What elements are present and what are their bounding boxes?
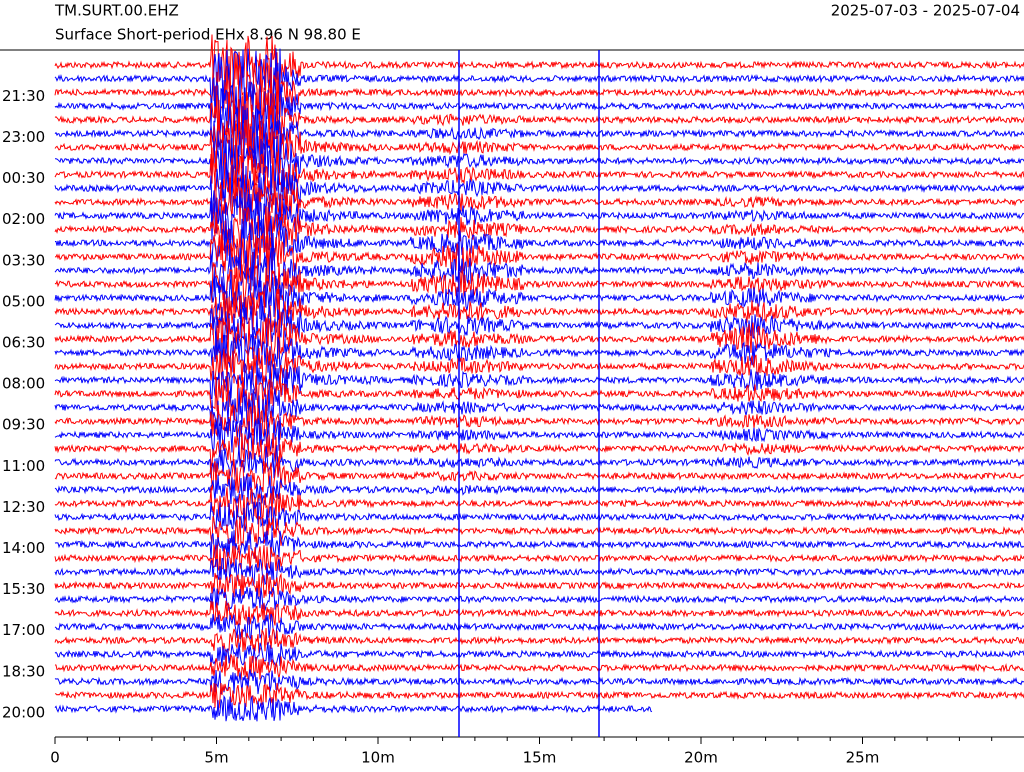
trace [54,206,1024,254]
trace [54,62,1024,123]
trace [54,147,1024,202]
trace [55,218,1024,268]
row-label: 05:00 [2,292,45,310]
trace [54,119,1024,175]
trace [54,247,1024,295]
trace [54,627,1024,654]
x-tick-label: 10m [361,749,395,767]
trace [55,134,1024,188]
trace [54,233,1024,282]
station-title: TM.SURT.00.EHZ [54,2,179,20]
x-tick-label: 0 [50,749,60,767]
row-label: 18:30 [2,662,45,680]
row-label: 12:30 [2,498,45,516]
date-range: 2025-07-03 - 2025-07-04 [831,2,1020,20]
trace [54,642,1024,668]
trace [54,682,1024,709]
trace [54,669,1024,695]
trace [54,557,1024,587]
trace [54,432,1024,468]
trace [54,176,1024,228]
row-label: 17:00 [2,621,45,639]
row-label: 14:00 [2,539,45,557]
row-label: 09:30 [2,416,45,434]
trace [54,347,1024,387]
trace [54,374,1024,415]
row-label: 08:00 [2,375,45,393]
trace [54,331,1024,374]
x-tick-label: 5m [204,749,228,767]
trace [54,289,1024,334]
trace [54,515,1024,546]
traces [54,34,1024,722]
row-label: 00:30 [2,169,45,187]
trace [54,600,1024,626]
trace [54,486,1024,521]
trace [54,105,1024,163]
trace [54,653,1024,681]
trace [54,48,1024,108]
row-label: 06:30 [2,334,45,352]
row-label: 20:00 [2,703,45,721]
trace [54,190,1024,241]
trace [54,275,1024,323]
row-label: 02:00 [2,210,45,228]
trace [54,416,1024,454]
trace [54,77,1024,136]
row-label: 11:00 [2,457,45,475]
trace [54,162,1024,216]
trace [54,501,1024,533]
station-subtitle: Surface Short-period EHx 8.96 N 98.80 E [55,26,361,44]
x-tick-label: 20m [684,749,718,767]
row-label: 03:30 [2,251,45,269]
trace [54,572,1024,599]
trace [54,473,1024,506]
row-label: 15:30 [2,580,45,598]
trace [54,544,1024,573]
x-tick-label: 25m [846,749,880,767]
trace [54,262,1024,308]
x-tick-label: 15m [523,749,557,767]
row-label: 21:30 [2,87,45,105]
trace [54,530,1024,559]
trace [54,404,1024,441]
trace [54,34,1024,96]
trace [54,613,1024,641]
trace [54,694,653,722]
trace [54,91,1024,149]
trace [54,459,1024,493]
row-label: 23:00 [2,128,45,146]
trace [54,586,1024,612]
